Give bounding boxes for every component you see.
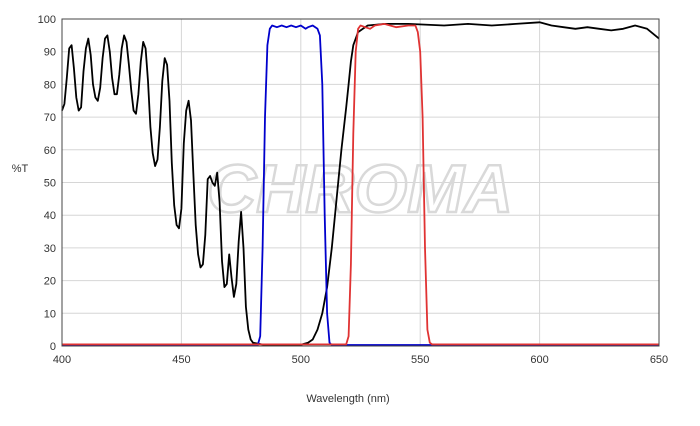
y-tick-label: 60: [44, 145, 56, 157]
series-layer: [61, 21, 660, 346]
y-tick-label: 80: [44, 79, 56, 91]
watermark-text: CHROMA: [207, 151, 513, 227]
x-tick-label: 650: [650, 354, 668, 366]
x-axis-ticks: 400 450 500 550 600 650: [53, 354, 668, 366]
y-tick-label: 10: [44, 308, 56, 320]
x-axis-title: Wavelength (nm): [306, 393, 389, 405]
y-tick-label: 30: [44, 243, 56, 255]
series-line-2: [62, 24, 659, 346]
y-tick-label: 0: [50, 341, 56, 353]
x-tick-label: 550: [411, 354, 429, 366]
y-tick-label: 100: [38, 14, 56, 26]
series-line-3: [62, 23, 659, 346]
x-tick-label: 450: [172, 354, 190, 366]
y-tick-label: 50: [44, 178, 56, 190]
x-tick-label: 600: [530, 354, 548, 366]
x-tick-label: 400: [53, 354, 71, 366]
y-axis-title: %T: [12, 163, 29, 175]
y-tick-label: 90: [44, 47, 56, 59]
y-tick-label: 40: [44, 210, 56, 222]
y-tick-label: 20: [44, 276, 56, 288]
y-tick-label: 70: [44, 112, 56, 124]
x-tick-label: 500: [292, 354, 310, 366]
plot-area-frame: [61, 18, 660, 347]
y-axis-ticks: 0 10 20 30 40 50 60 70 80 90 100: [38, 14, 56, 353]
